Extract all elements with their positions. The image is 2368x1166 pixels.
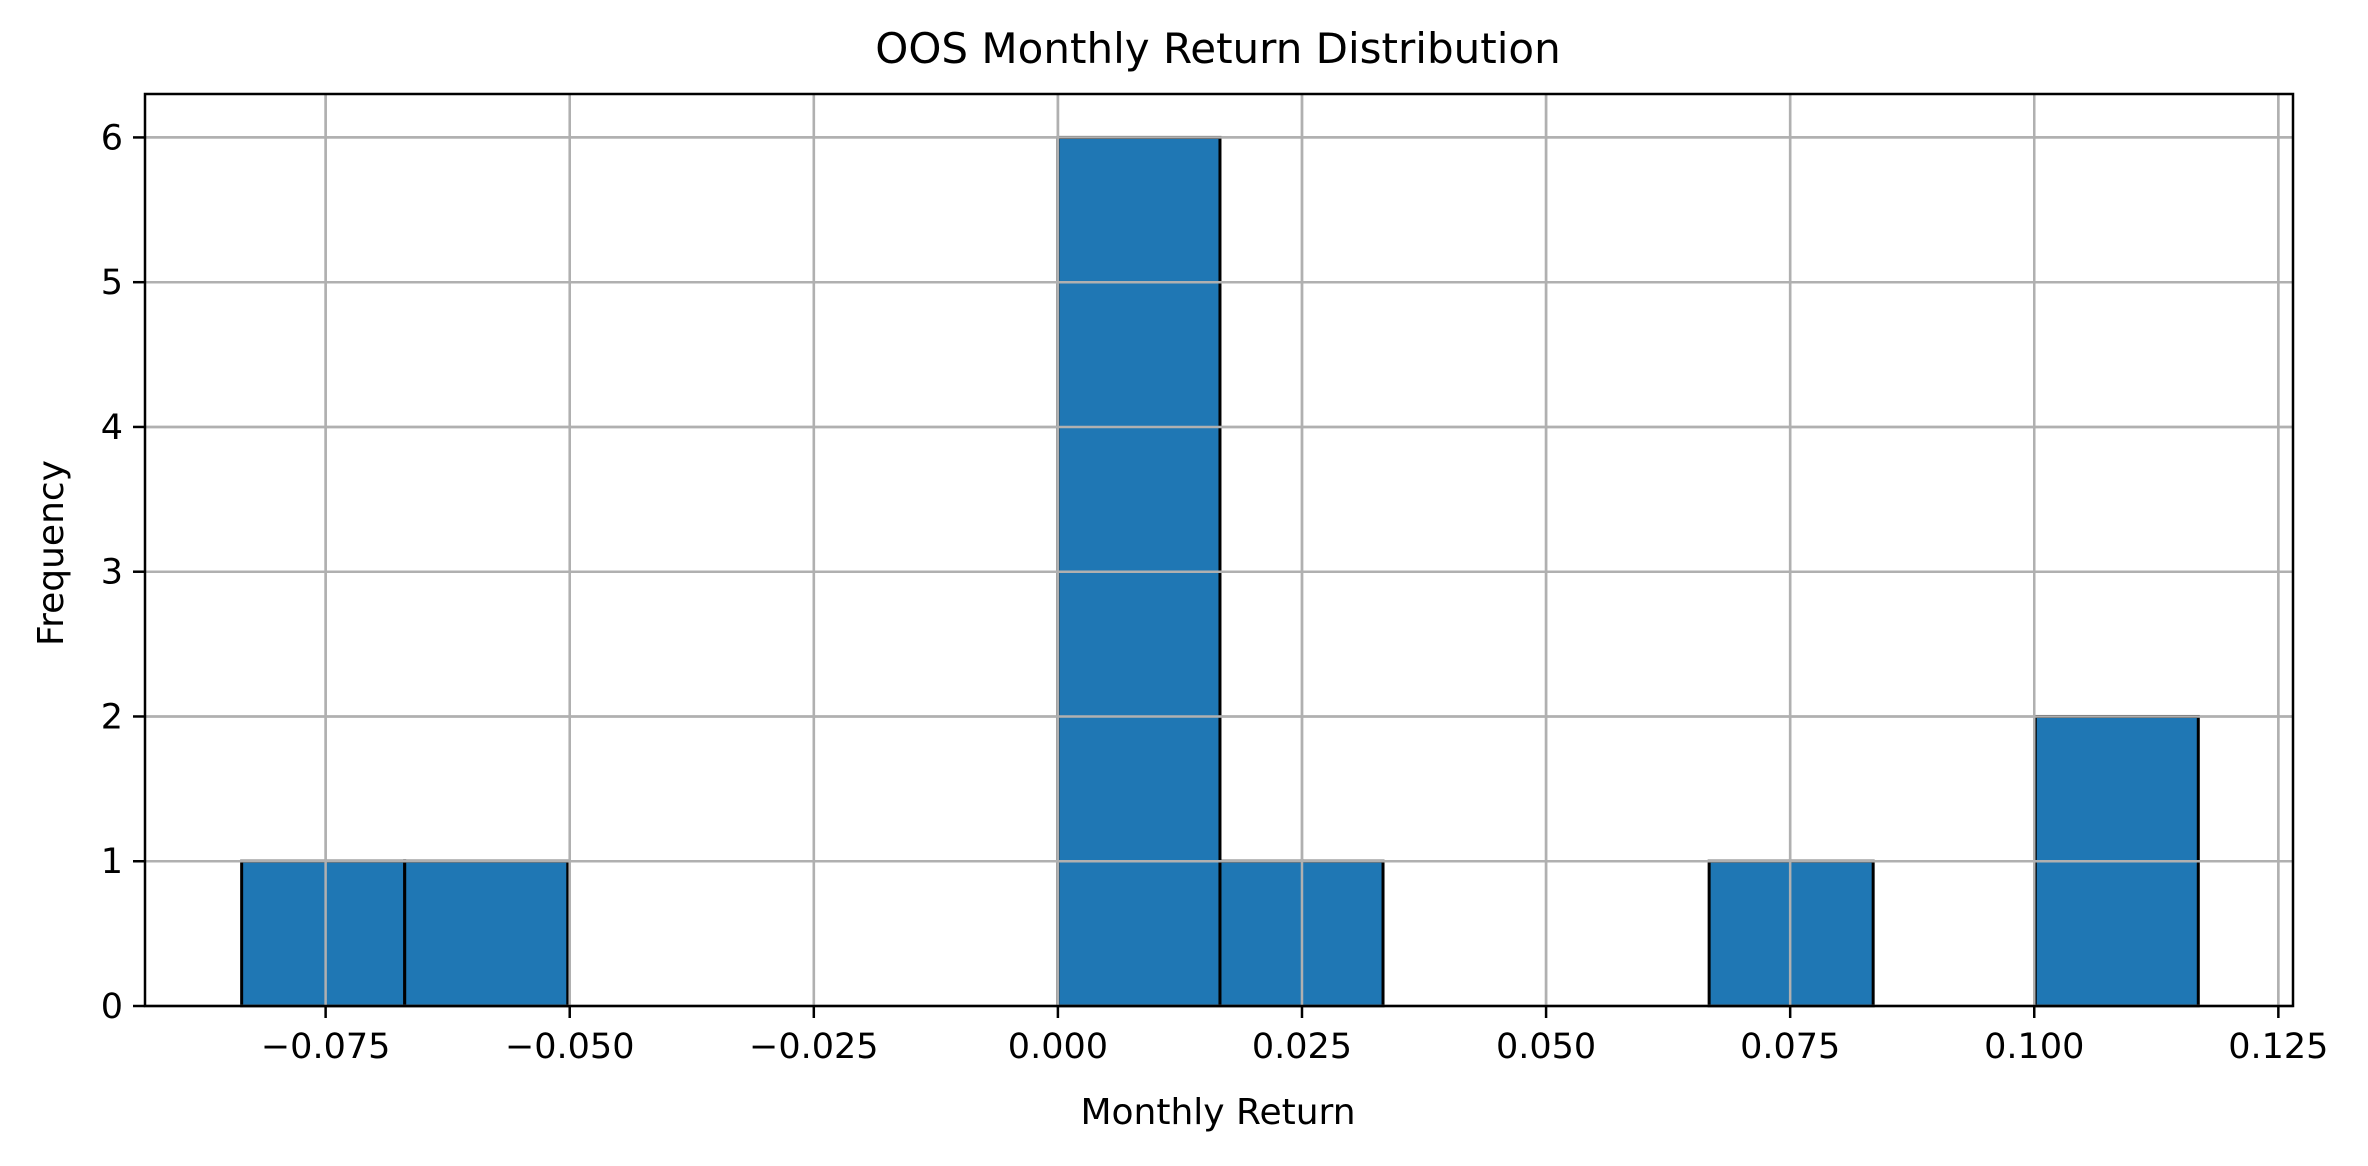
histogram-bar (403, 859, 570, 1008)
y-tick-label: 1 (101, 842, 123, 882)
grid-lines-over-bars (145, 94, 2293, 1008)
y-tick-label: 3 (101, 553, 123, 593)
y-axis-label: Frequency (31, 460, 72, 646)
x-tick-label: 0.100 (1984, 1027, 2084, 1067)
histogram-bar (240, 859, 407, 1008)
y-tick-label: 4 (101, 408, 123, 448)
x-tick-label: 0.000 (1008, 1027, 1108, 1067)
y-tick-label: 2 (101, 697, 123, 737)
y-tick-label: 6 (101, 118, 123, 158)
x-tick-label: 0.025 (1252, 1027, 1352, 1067)
x-tick-label: 0.075 (1740, 1027, 1840, 1067)
y-tick-label: 0 (101, 987, 123, 1027)
x-axis-label: Monthly Return (1080, 1092, 1355, 1133)
x-tick-label: 0.050 (1496, 1027, 1596, 1067)
x-tick-label: 0.125 (2228, 1027, 2328, 1067)
x-tick-label: −0.075 (261, 1027, 391, 1067)
x-axis-ticks: −0.075 −0.050 −0.025 0.000 0.025 0.050 0.075 0.… (261, 1006, 2328, 1067)
plot-area-frame (143, 92, 2295, 1008)
x-tick-label: −0.025 (749, 1027, 879, 1067)
chart-title: OOS Monthly Return Distribution (875, 24, 1560, 73)
x-tick-label: −0.050 (505, 1027, 635, 1067)
y-axis-ticks: 0 1 2 3 4 5 6 (101, 118, 145, 1027)
y-tick-label: 5 (101, 263, 123, 303)
